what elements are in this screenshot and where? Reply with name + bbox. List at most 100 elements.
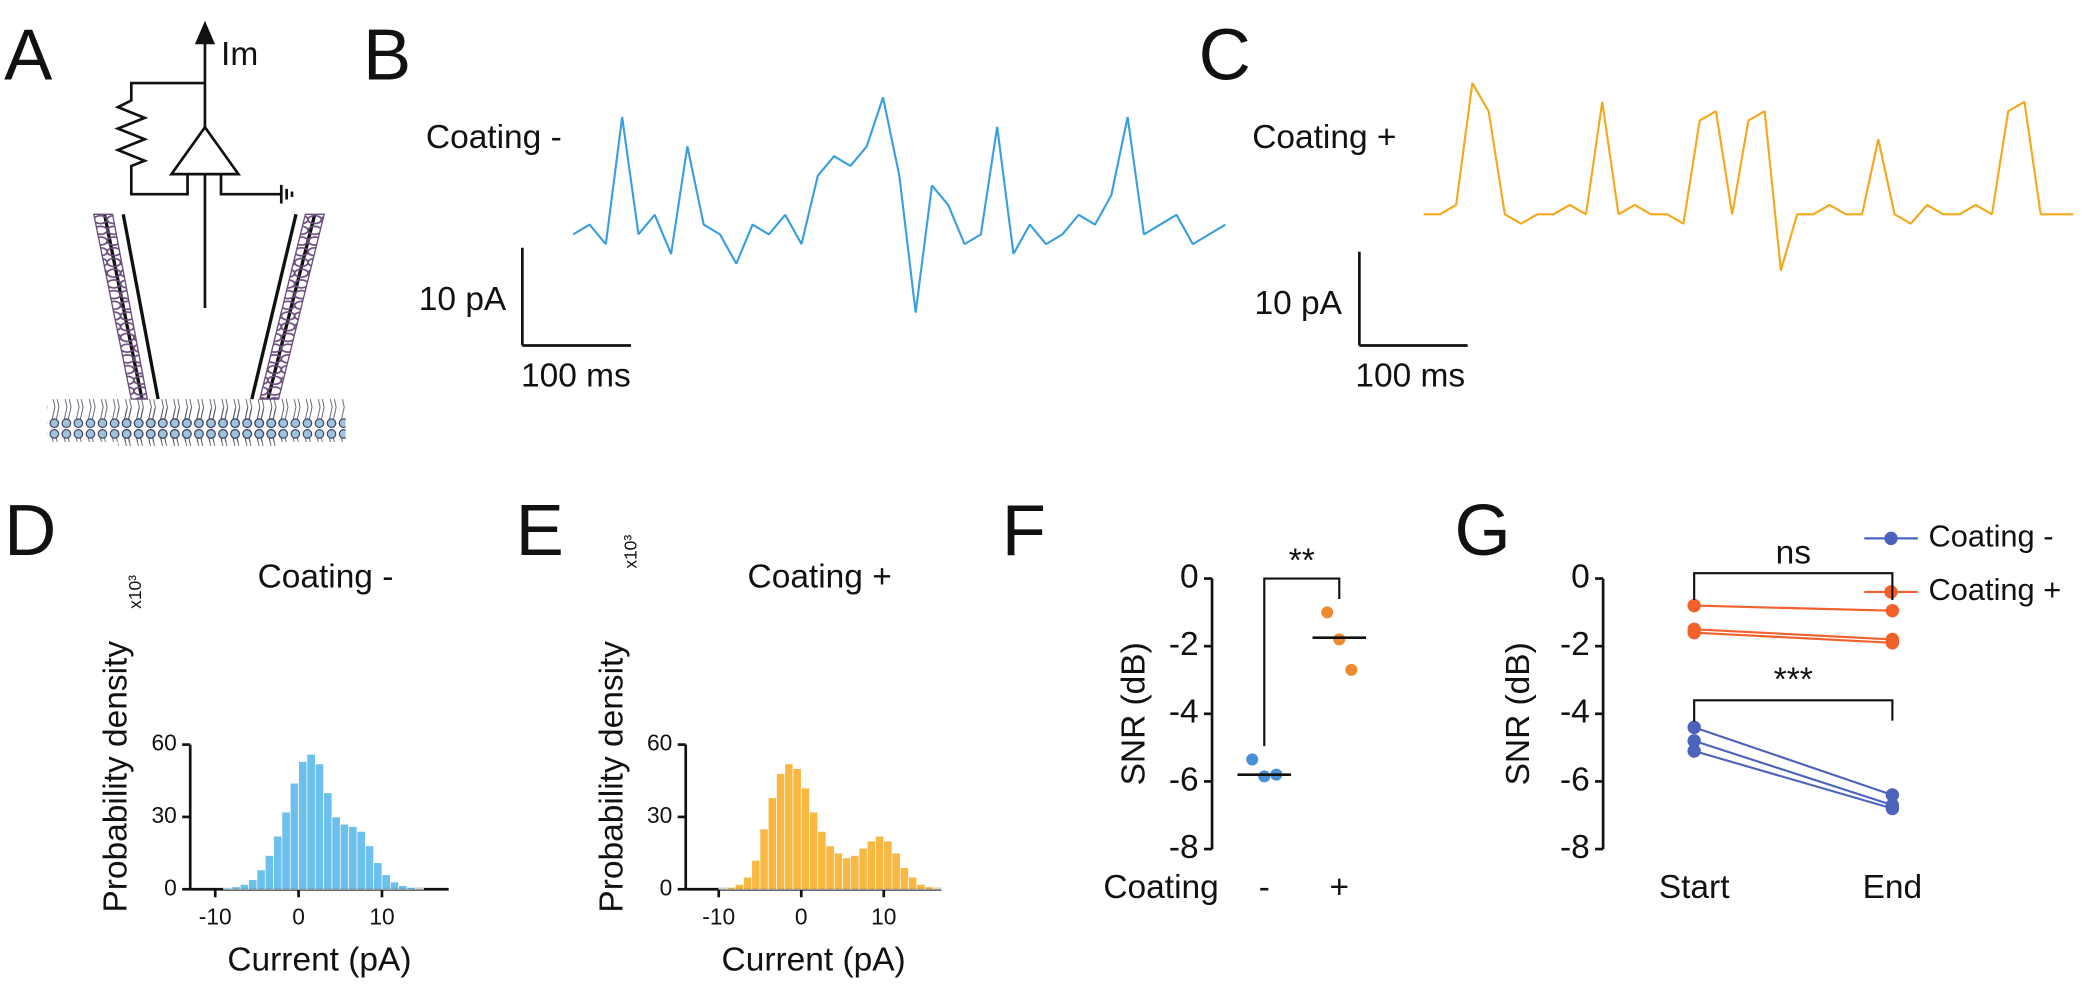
- annotation: Coating +: [1252, 119, 1396, 156]
- y-tick-label: -8: [1169, 829, 1199, 866]
- legend-label: Coating +: [1929, 572, 2062, 607]
- hist-bar: [759, 828, 769, 890]
- scale-label-y: 10 pA: [419, 281, 507, 318]
- hist-bar: [792, 768, 802, 890]
- scale-label-y: 10 pA: [1254, 285, 1342, 322]
- x-tick-label: 10: [871, 904, 896, 930]
- point: [1885, 603, 1900, 618]
- trace: [1423, 82, 2074, 271]
- y-tick-label: 60: [647, 730, 672, 756]
- dot: [1258, 770, 1271, 783]
- hist-bar: [734, 884, 744, 890]
- point: [1885, 788, 1900, 802]
- point: [1885, 801, 1900, 816]
- hist-bar: [406, 886, 416, 890]
- scale-label-x: 100 ms: [521, 358, 631, 395]
- subject-line: [1693, 726, 1893, 796]
- point: [1885, 636, 1900, 650]
- hist-bar: [331, 816, 341, 890]
- x-tick-label: End: [1863, 869, 1923, 906]
- point: [1687, 744, 1701, 758]
- significance: **: [1289, 542, 1315, 579]
- hist-bar: [256, 869, 266, 890]
- hist-bar: [809, 811, 819, 890]
- y-tick-label: -4: [1169, 694, 1199, 731]
- hist-bar: [850, 855, 860, 890]
- dot: [1321, 606, 1334, 619]
- panel-label: A: [4, 15, 53, 95]
- point: [1687, 720, 1701, 735]
- hist-bar: [364, 845, 374, 890]
- x-tick-label: -10: [199, 904, 232, 930]
- significance-bracket: [1693, 572, 1894, 600]
- hist-bar: [891, 852, 901, 890]
- hist-bar: [264, 855, 274, 890]
- y-tick-label: 30: [152, 802, 177, 828]
- y-axis-label: SNR (dB): [1116, 642, 1153, 785]
- legend-dot: [1884, 531, 1898, 546]
- x-tick-label: 0: [795, 904, 808, 930]
- y-tick-label: 0: [1571, 558, 1590, 595]
- y-tick-label: 60: [152, 730, 177, 756]
- y-tick-label: -2: [1169, 626, 1199, 663]
- y-tick-label: 0: [164, 874, 177, 900]
- subject-line: [1693, 749, 1893, 810]
- hist-bar: [875, 835, 885, 890]
- hist-bar: [314, 763, 324, 890]
- hist-bar: [932, 888, 942, 890]
- hist-bar: [842, 857, 852, 890]
- panel-label: D: [4, 491, 56, 571]
- hist-bar: [398, 885, 408, 890]
- significance-bracket: [1693, 699, 1894, 722]
- hist-bar: [223, 887, 233, 890]
- y-tick-label: 0: [660, 874, 673, 900]
- point: [1687, 598, 1701, 613]
- hist-bar: [833, 852, 843, 890]
- chart-title: Coating +: [748, 558, 892, 595]
- hist-bar: [751, 859, 761, 890]
- legend-dot: [1884, 585, 1898, 599]
- y-tick-label: -6: [1169, 761, 1199, 798]
- y-axis-label: Probability density: [98, 641, 135, 913]
- x-axis-label: Coating: [1103, 869, 1218, 906]
- x-axis-label: Current (pA): [722, 941, 906, 978]
- hist-bar: [858, 847, 868, 890]
- hist-bar: [289, 782, 299, 890]
- subject-line: [1694, 604, 1893, 612]
- hist-bar: [916, 884, 926, 890]
- hist-bar: [883, 840, 893, 890]
- hist-bar: [726, 886, 736, 890]
- hist-bar: [908, 876, 918, 890]
- y-tick-label: -4: [1560, 694, 1590, 731]
- x-tick-label: Start: [1659, 869, 1730, 906]
- panel-label: F: [1002, 491, 1046, 571]
- legend-label: Coating -: [1929, 519, 2054, 554]
- hist-bar: [924, 886, 934, 890]
- y-tick-label: -2: [1560, 626, 1590, 663]
- current-label: Im: [221, 36, 258, 73]
- hist-bar: [239, 884, 249, 890]
- point: [1687, 625, 1701, 640]
- x-tick-label: +: [1329, 869, 1349, 906]
- hist-bar: [273, 835, 283, 890]
- hist-bar: [306, 753, 316, 890]
- hist-bar: [381, 874, 391, 890]
- hist-bar: [298, 761, 308, 890]
- hist-bar: [356, 831, 366, 890]
- hist-bar: [776, 773, 786, 890]
- hist-bar: [718, 888, 728, 890]
- x-axis-label: Current (pA): [227, 941, 411, 978]
- x-tick-label: 0: [292, 904, 305, 930]
- hist-bar: [784, 763, 794, 890]
- hist-bar: [817, 831, 827, 890]
- hist-bar: [899, 867, 909, 890]
- dot: [1333, 633, 1346, 646]
- y-tick-label: -6: [1560, 761, 1590, 798]
- hist-bar: [373, 862, 383, 890]
- schematic: [46, 20, 346, 446]
- y-multiplier: x10³: [125, 575, 145, 609]
- subject-line: [1694, 631, 1893, 644]
- hist-bar: [800, 787, 810, 890]
